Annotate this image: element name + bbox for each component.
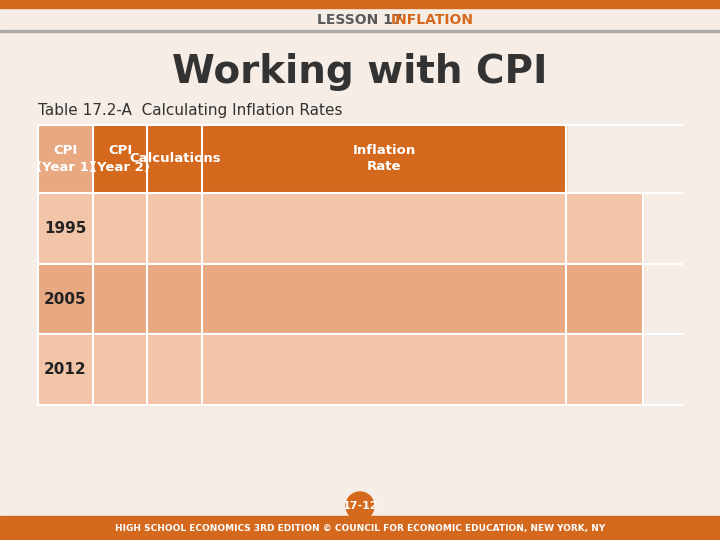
- Text: Calculations: Calculations: [129, 152, 220, 165]
- Bar: [202, 334, 566, 405]
- Text: INFLATION: INFLATION: [390, 13, 474, 27]
- Text: 2005: 2005: [44, 292, 86, 307]
- Text: 1995: 1995: [44, 221, 86, 236]
- Bar: [0, 516, 720, 540]
- Bar: [38, 264, 93, 334]
- Bar: [93, 264, 148, 334]
- Bar: [202, 125, 566, 193]
- Text: Working with CPI: Working with CPI: [172, 53, 548, 91]
- Bar: [566, 264, 644, 334]
- Text: 17-12: 17-12: [342, 501, 378, 511]
- Bar: [148, 264, 202, 334]
- Bar: [93, 125, 148, 193]
- Bar: [566, 193, 644, 264]
- Bar: [93, 334, 148, 405]
- Bar: [148, 125, 202, 193]
- Bar: [202, 193, 566, 264]
- Text: Table 17.2-A  Calculating Inflation Rates: Table 17.2-A Calculating Inflation Rates: [38, 103, 343, 118]
- Text: HIGH SCHOOL ECONOMICS 3RD EDITION © COUNCIL FOR ECONOMIC EDUCATION, NEW YORK, NY: HIGH SCHOOL ECONOMICS 3RD EDITION © COUN…: [115, 523, 605, 532]
- Bar: [0, 0, 720, 8]
- Circle shape: [346, 492, 374, 520]
- Bar: [38, 125, 93, 193]
- Bar: [38, 193, 93, 264]
- Bar: [148, 334, 202, 405]
- Bar: [566, 334, 644, 405]
- Text: LESSON 17: LESSON 17: [318, 13, 402, 27]
- Text: 2012: 2012: [44, 362, 86, 377]
- Text: CPI
(Year 1): CPI (Year 1): [36, 145, 95, 173]
- Bar: [38, 334, 93, 405]
- Bar: [0, 30, 720, 32]
- Text: Inflation
Rate: Inflation Rate: [353, 145, 415, 173]
- Text: CPI
(Year 2): CPI (Year 2): [91, 145, 150, 173]
- Bar: [148, 193, 202, 264]
- Bar: [93, 193, 148, 264]
- Bar: [202, 264, 566, 334]
